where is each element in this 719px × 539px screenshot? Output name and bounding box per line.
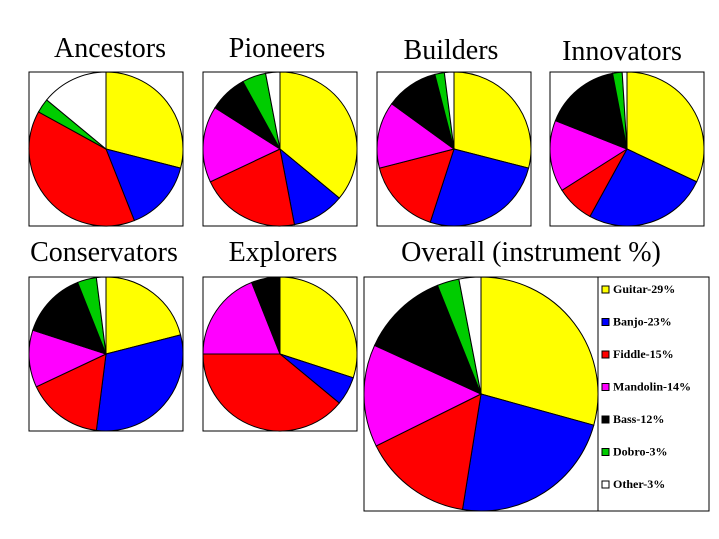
legend-swatch-banjo — [601, 318, 610, 326]
pie-slice-overall-bass — [373, 284, 482, 395]
legend-label-fiddle: Fiddle-15% — [613, 347, 674, 361]
chart-title-ancestors: Ancestors — [54, 33, 166, 64]
pie-slice-pioneers-fiddle — [209, 148, 296, 227]
chart-title-innovators: Innovators — [562, 36, 682, 67]
chart-ancestors: Ancestors — [28, 33, 184, 227]
pie-slice-ancestors-banjo — [105, 148, 182, 222]
pie-slice-builders-guitar — [453, 71, 532, 169]
chart-builders: Builders — [376, 35, 532, 227]
legend-swatch-dobro — [601, 448, 610, 456]
legend-swatch-bass — [601, 415, 610, 424]
pie-slice-builders-fiddle — [378, 148, 455, 223]
pie-slice-explorers-mandolin — [202, 281, 281, 355]
chart-pioneers: Pioneers — [202, 33, 358, 227]
pie-slice-innovators-bass — [554, 72, 628, 150]
chart-explorers: Explorers — [202, 237, 358, 432]
pie-slice-pioneers-guitar — [279, 71, 358, 199]
chart-title-overall: Overall (instrument %) — [401, 237, 661, 268]
pie-slice-conservators-bass — [32, 281, 107, 355]
pie-slice-conservators-fiddle — [35, 353, 107, 431]
pie-slice-builders-banjo — [429, 148, 530, 227]
pie-slice-ancestors-fiddle — [28, 111, 135, 227]
chart-title-builders: Builders — [404, 35, 499, 66]
legend-swatch-guitar — [601, 285, 610, 294]
pie-slice-ancestors-other — [45, 71, 107, 151]
pie-slice-overall-other — [458, 276, 482, 395]
pie-slice-overall-guitar — [480, 276, 599, 426]
legend-swatch-other — [601, 480, 610, 489]
legend-label-other: Other-3% — [613, 477, 665, 491]
legend-label-dobro: Dobro-3% — [613, 445, 667, 459]
legend-label-bass: Bass-12% — [613, 412, 664, 426]
pie-slice-pioneers-mandolin — [202, 107, 282, 183]
legend: Guitar-29% Banjo-23% Fiddle-15% Mandolin-14… — [601, 282, 691, 491]
pie-slice-conservators-other — [95, 276, 107, 355]
legend-label-mandolin: Mandolin-14% — [613, 380, 691, 394]
pie-slice-explorers-fiddle — [202, 353, 341, 432]
pie-slice-overall-fiddle — [375, 393, 482, 511]
chart-title-pioneers: Pioneers — [229, 33, 325, 64]
pie-slice-conservators-banjo — [95, 334, 184, 432]
legend-label-banjo: Banjo-23% — [613, 315, 672, 329]
pie-slice-innovators-guitar — [626, 71, 705, 183]
pie-slice-overall-mandolin — [363, 344, 483, 447]
pie-slice-ancestors-guitar — [105, 71, 184, 169]
pie-slice-explorers-bass — [251, 276, 281, 355]
pie-slice-builders-other — [443, 71, 455, 150]
chart-title-explorers: Explorers — [229, 237, 338, 268]
legend-swatch-mandolin — [601, 383, 610, 391]
pie-slice-innovators-mandolin — [549, 120, 629, 191]
chart-conservators: Conservators — [28, 237, 184, 432]
legend-swatch-fiddle — [601, 350, 610, 359]
legend-label-guitar: Guitar-29% — [613, 282, 675, 296]
pie-slice-overall-banjo — [461, 393, 595, 512]
pie-slice-conservators-guitar — [105, 276, 182, 355]
chart-innovators: Innovators — [549, 36, 705, 227]
chart-title-conservators: Conservators — [30, 237, 178, 268]
pie-slice-explorers-guitar — [279, 276, 358, 379]
pie-slice-builders-mandolin — [376, 103, 456, 169]
pie-slice-innovators-other — [621, 71, 628, 150]
pie-slice-pioneers-other — [264, 71, 281, 150]
chart-overall: Overall (instrument %) Guitar-29% Banjo-2… — [363, 237, 710, 512]
